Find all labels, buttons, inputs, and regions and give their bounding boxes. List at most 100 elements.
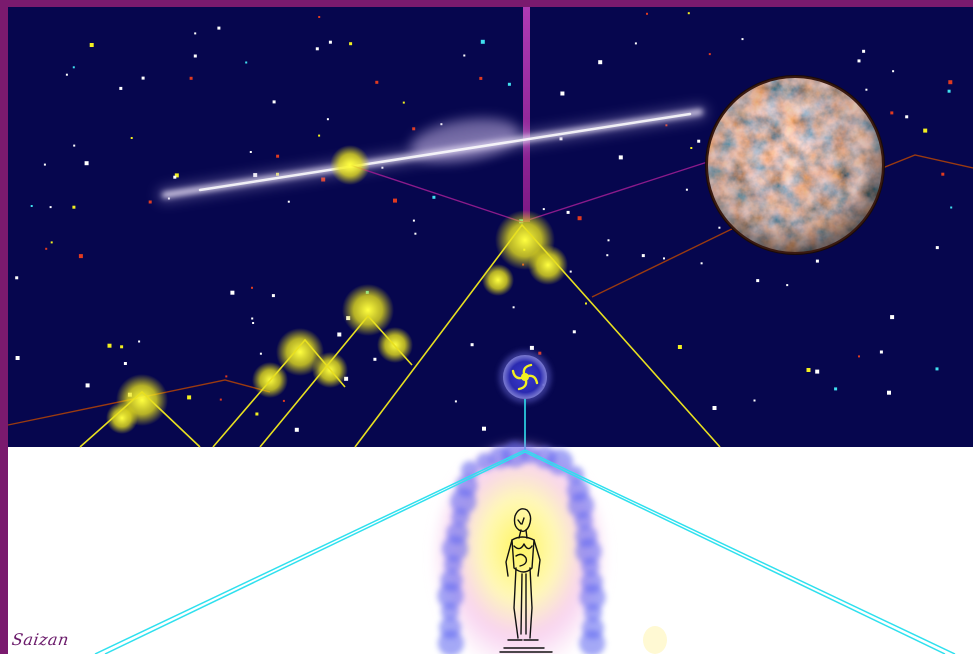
star xyxy=(255,412,259,416)
star xyxy=(585,302,587,305)
star xyxy=(65,73,68,76)
star xyxy=(148,200,152,204)
star xyxy=(512,306,515,309)
star xyxy=(43,163,46,166)
aura-dot xyxy=(579,630,606,654)
star xyxy=(89,43,94,47)
star xyxy=(72,66,75,69)
star xyxy=(463,54,466,57)
star xyxy=(123,362,127,365)
star xyxy=(107,343,112,348)
star xyxy=(857,59,861,63)
figure-aura xyxy=(435,441,606,654)
star xyxy=(318,16,321,18)
aura-dot xyxy=(450,488,477,515)
star xyxy=(560,91,565,96)
star xyxy=(941,172,945,176)
star xyxy=(251,286,253,289)
star xyxy=(507,82,511,86)
aura-dot xyxy=(444,555,462,574)
star xyxy=(950,206,953,209)
star xyxy=(786,284,789,287)
star xyxy=(947,89,951,93)
star xyxy=(606,254,609,257)
star xyxy=(72,205,76,209)
star xyxy=(634,42,637,45)
star xyxy=(718,226,721,229)
aura-dot xyxy=(441,602,459,621)
light-beam xyxy=(523,7,530,222)
star xyxy=(663,257,665,260)
star xyxy=(287,200,290,203)
star xyxy=(272,100,276,104)
star xyxy=(276,154,280,158)
aura-dot xyxy=(547,449,573,475)
star xyxy=(259,352,262,355)
star xyxy=(318,134,321,137)
star xyxy=(412,127,416,131)
star xyxy=(538,351,542,355)
star xyxy=(50,241,53,244)
star xyxy=(194,32,197,35)
star xyxy=(687,12,690,15)
star xyxy=(328,40,332,44)
faint-glow xyxy=(643,626,667,654)
star xyxy=(193,54,197,58)
star xyxy=(892,70,895,73)
star xyxy=(189,76,193,80)
star xyxy=(756,279,760,283)
star xyxy=(251,317,254,320)
star xyxy=(30,205,33,207)
aura-dot xyxy=(575,538,602,565)
star xyxy=(741,38,744,41)
star xyxy=(130,137,133,139)
star xyxy=(315,47,319,51)
aura-dot xyxy=(451,508,470,527)
star xyxy=(598,60,603,65)
planet xyxy=(705,75,885,255)
star xyxy=(252,322,255,324)
comet-streak xyxy=(157,104,708,203)
star xyxy=(225,375,228,378)
aura-dot xyxy=(437,583,464,609)
star xyxy=(120,345,124,349)
star xyxy=(393,198,397,203)
star xyxy=(887,390,891,395)
star xyxy=(141,76,145,80)
star xyxy=(414,232,417,235)
star xyxy=(569,270,572,273)
star xyxy=(173,175,177,179)
star xyxy=(349,42,353,46)
star xyxy=(119,86,123,90)
star xyxy=(85,383,90,388)
star xyxy=(440,123,443,126)
star xyxy=(454,400,457,403)
star xyxy=(618,155,623,160)
star xyxy=(217,26,221,30)
star xyxy=(84,161,89,166)
star xyxy=(49,206,52,209)
star xyxy=(862,49,866,53)
star xyxy=(566,210,570,214)
star xyxy=(815,259,819,263)
star xyxy=(282,399,285,402)
star xyxy=(677,345,682,349)
mountain-outlines xyxy=(79,223,721,448)
star xyxy=(480,39,485,44)
star xyxy=(935,246,939,250)
star xyxy=(858,355,860,358)
star xyxy=(245,61,248,64)
star xyxy=(905,115,909,119)
star xyxy=(948,80,953,85)
star xyxy=(923,128,928,133)
cyan-pyramid xyxy=(94,449,956,654)
star xyxy=(138,340,141,343)
aura-dot xyxy=(437,630,464,654)
star xyxy=(865,88,868,91)
star xyxy=(337,332,342,337)
star xyxy=(375,80,379,84)
star xyxy=(321,177,326,182)
star xyxy=(700,262,703,265)
star xyxy=(572,330,576,334)
